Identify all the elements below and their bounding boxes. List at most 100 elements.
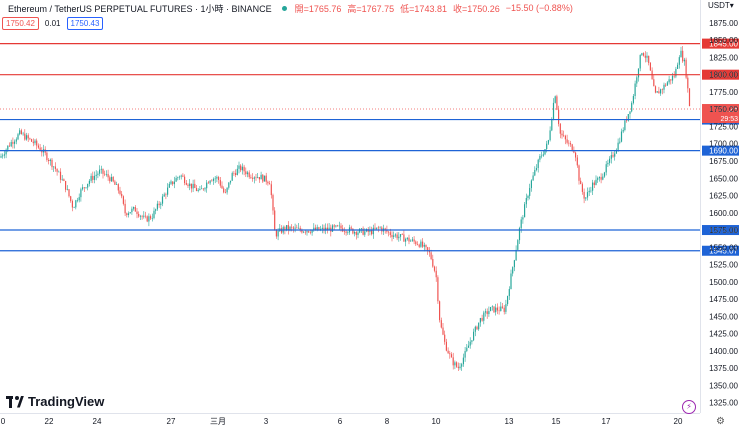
candle-body [566,139,568,143]
candle-body [167,187,169,195]
candle-body [223,188,225,193]
candle-body [649,62,651,71]
candle-body [328,227,330,230]
candle-body [360,228,362,230]
candle-body [637,68,640,78]
candle-body [289,226,291,230]
candle-body [161,196,164,204]
candle-body [265,175,267,182]
candle-body [442,327,444,335]
candle-body [573,150,575,153]
candle-body [34,140,36,144]
candle-body [105,174,107,175]
candle-body [678,57,680,65]
candle-body [389,232,391,236]
buy-price-button[interactable]: 1750.43 [66,17,104,30]
candle-body [467,345,470,348]
candle-body [598,177,600,179]
candle-body [65,180,67,190]
candle-body [236,168,238,176]
candle-body [194,183,196,188]
candle-body [593,182,595,185]
candle-body [388,231,390,233]
ohlc-low: 低=1743.81 [400,3,447,14]
y-tick-label: 1875.00 [709,19,738,28]
y-tick-label: 1550.00 [709,243,738,252]
candle-body [575,152,577,158]
candle-body [170,181,172,184]
candle-body [104,173,106,175]
time-axis[interactable]: 0 22 24 27 三月 3 6 8 10 13 15 17 20 [1,417,683,426]
candle-body [362,228,364,235]
candle-body [141,215,143,217]
horizontal-levels[interactable]: 1845.001800.001735.001690.001575.001545.… [0,38,739,256]
candle-body [437,277,439,302]
candle-body [173,181,175,185]
candle-body [343,231,345,232]
candle-body [508,289,510,297]
candle-body [359,229,361,233]
lightning-icon[interactable]: ⚡ [682,400,696,414]
candle-body [576,157,578,166]
candle-body [586,192,589,198]
currency-selector[interactable]: USDT▾ [708,1,734,10]
gear-icon[interactable]: ⚙ [716,416,725,427]
candle-body [269,183,271,185]
candle-body [626,120,628,122]
candle-body [612,155,614,157]
candle-body [469,341,471,346]
candle-body [5,149,7,155]
candle-body [636,77,638,84]
candle-body [685,59,687,78]
tradingview-logo[interactable]: TradingView [6,394,104,409]
candle-body [682,50,684,62]
candle-body [133,207,135,209]
candle-body [461,364,463,367]
candle-body [303,231,305,233]
candle-body [218,177,220,180]
candle-body [609,158,611,163]
candle-body [605,164,607,173]
candle-body [571,144,573,151]
candle-body [175,178,177,182]
candle-body [197,189,199,191]
candle-body [160,203,162,206]
candle-body [629,111,631,115]
symbol-title[interactable]: Ethereum / TetherUS PERPETUAL FUTURES · … [8,3,272,14]
candlestick-series [0,46,691,371]
sell-price-button[interactable]: 1750.42 [2,17,39,30]
candle-body [439,301,441,321]
level-label: 1575.00 [709,226,738,235]
y-tick-label: 1575.00 [709,226,738,235]
x-tick-label: 22 [45,417,54,426]
candle-body [355,232,357,235]
candle-body [423,244,425,247]
candle-body [585,197,587,199]
y-tick-label: 1500.00 [709,278,738,287]
x-tick-label: 8 [385,417,390,426]
y-tick-label: 1400.00 [709,347,738,356]
x-tick-label: 13 [505,417,514,426]
candle-body [53,166,55,168]
candle-body [192,183,194,189]
candle-body [8,145,11,147]
candle-body [190,183,192,189]
candle-body [292,227,294,229]
x-tick-label: 三月 [210,417,226,426]
candle-body [314,227,317,231]
candle-body [646,55,648,58]
candle-body [245,171,247,175]
candle-body [495,307,497,313]
level-label: 1800.00 [709,71,738,80]
candle-body [430,252,432,260]
candle-body [19,130,21,135]
candle-body [182,175,184,177]
candle-body [520,219,522,229]
candle-body [32,141,34,144]
candle-body [58,171,60,173]
candle-body [563,135,565,136]
price-axis[interactable]: 1325.00 1350.00 1375.00 1400.00 1425.00 1450.… [709,19,738,408]
candle-body [122,196,124,204]
candle-body [403,234,405,242]
